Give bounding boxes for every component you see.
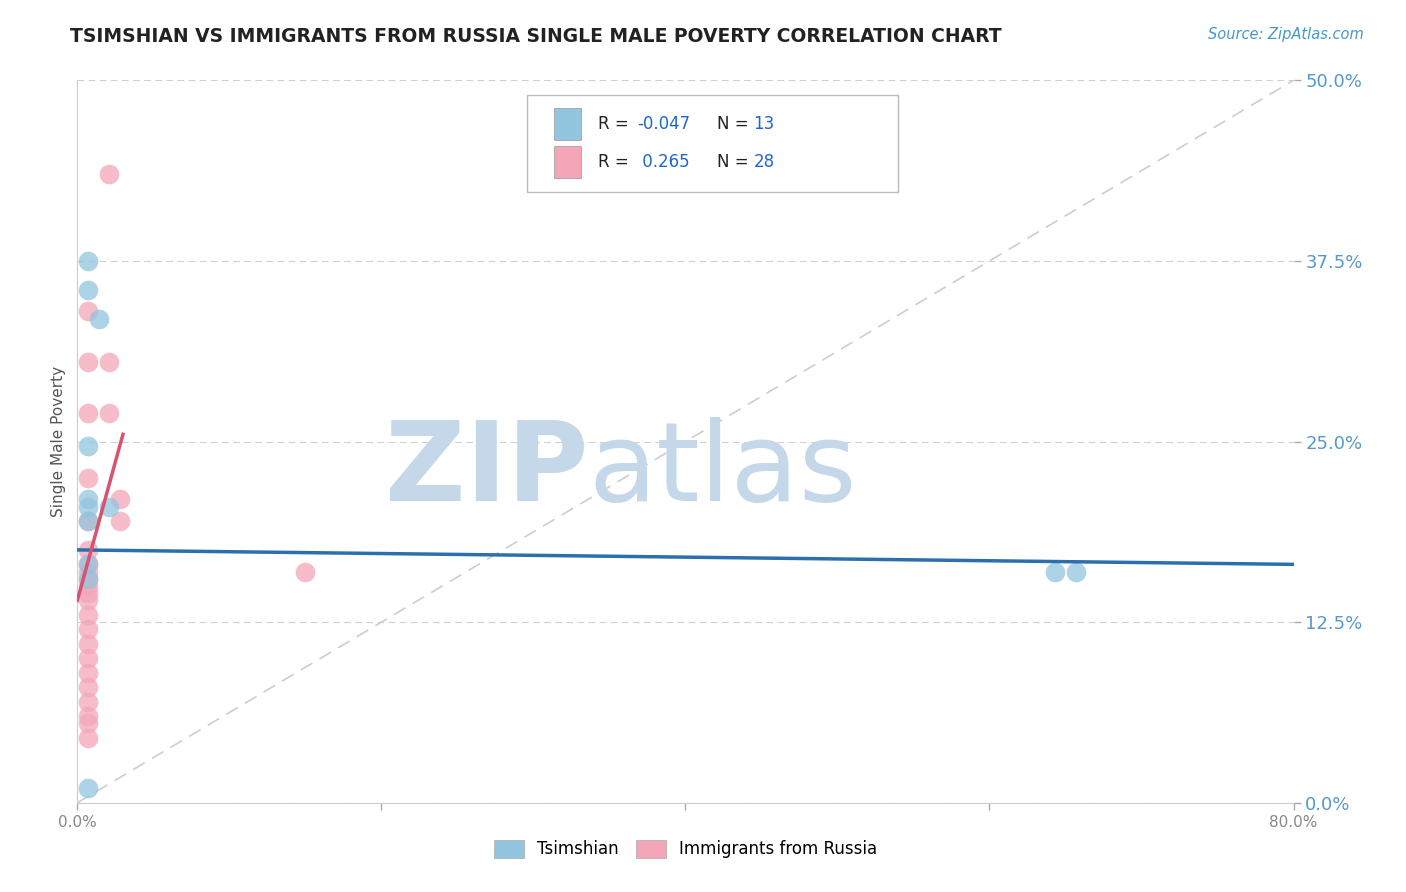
Point [294,565,316,579]
Point [77,637,100,651]
Point [77,558,100,572]
Point [77,586,100,600]
Point [77,593,100,607]
Point [77,558,100,572]
Point [77,695,100,709]
FancyBboxPatch shape [554,109,581,140]
Text: 0.265: 0.265 [637,153,689,171]
Point [77,716,100,731]
Point [77,680,100,694]
Point [108,514,131,528]
Point [77,542,100,557]
Point [77,709,100,723]
Y-axis label: Single Male Poverty: Single Male Poverty [51,366,66,517]
Text: ZIP: ZIP [385,417,588,524]
Text: 28: 28 [754,153,775,171]
Point [77,572,100,586]
Text: Source: ZipAtlas.com: Source: ZipAtlas.com [1208,27,1364,42]
Text: N =: N = [717,153,754,171]
Point [77,304,100,318]
Point [77,500,100,514]
Point [77,514,100,528]
Point [77,607,100,622]
Point [77,406,100,420]
Point [77,283,100,297]
Point [87,311,110,326]
Point [108,492,131,507]
Text: atlas: atlas [588,417,856,524]
Point [98,355,121,369]
Legend: Tsimshian, Immigrants from Russia: Tsimshian, Immigrants from Russia [485,831,886,867]
Text: -0.047: -0.047 [637,115,690,133]
Point [98,500,121,514]
Point [77,492,100,507]
Text: R =: R = [598,115,634,133]
Point [1043,565,1066,579]
Point [77,572,100,586]
Text: R =: R = [598,153,634,171]
Text: N =: N = [717,115,754,133]
Point [77,253,100,268]
Point [77,565,100,579]
Point [77,470,100,484]
Point [98,406,121,420]
Text: TSIMSHIAN VS IMMIGRANTS FROM RUSSIA SINGLE MALE POVERTY CORRELATION CHART: TSIMSHIAN VS IMMIGRANTS FROM RUSSIA SING… [70,27,1002,45]
FancyBboxPatch shape [554,146,581,178]
Point [77,731,100,745]
Point [98,167,121,181]
Point [77,781,100,796]
Point [77,514,100,528]
FancyBboxPatch shape [527,95,898,193]
Point [77,439,100,453]
Point [77,579,100,593]
Point [77,623,100,637]
Point [77,355,100,369]
Point [1064,565,1087,579]
Text: 13: 13 [754,115,775,133]
Point [77,651,100,665]
Point [77,665,100,680]
